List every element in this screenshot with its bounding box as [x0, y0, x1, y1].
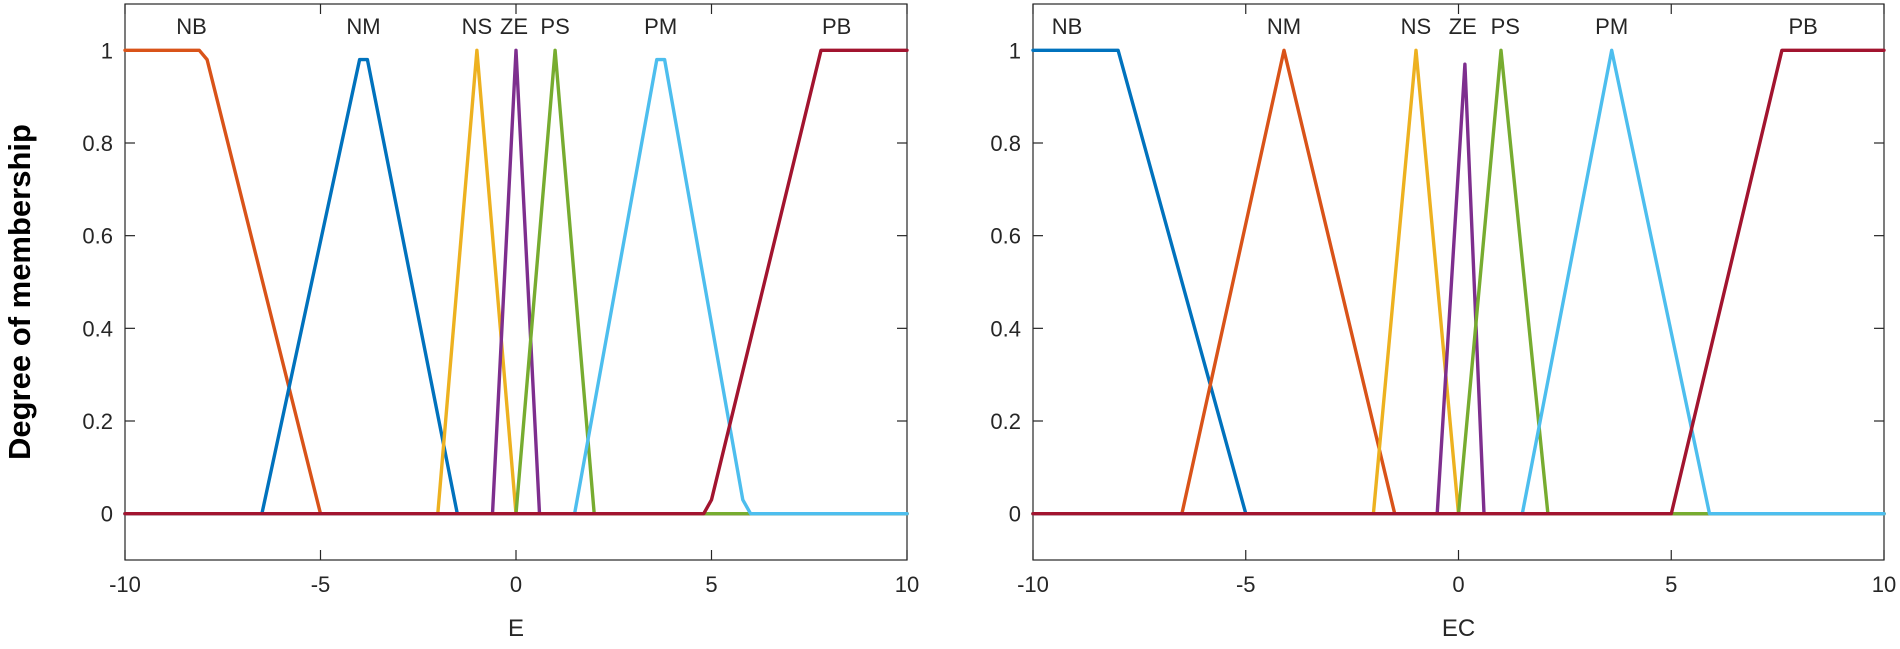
- x-tick-label: 5: [705, 572, 717, 597]
- y-tick-label: 1: [101, 38, 113, 63]
- series-label-ze: ZE: [1449, 14, 1477, 39]
- y-tick-label: 0.6: [990, 224, 1021, 249]
- series-label-nm: NM: [1267, 14, 1301, 39]
- series-label-pm: PM: [644, 14, 677, 39]
- y-tick-label: 0.6: [82, 224, 113, 249]
- x-tick-label: 5: [1665, 572, 1677, 597]
- series-label-ps: PS: [540, 14, 569, 39]
- panel-ec: -10 -5 0 5 10 0 0.2 0.4 0.6 0.8 1 EC NB NM NS ZE PS PM PB: [990, 3, 1896, 642]
- series-label-nb: NB: [1052, 14, 1083, 39]
- series-label-ps: PS: [1491, 14, 1520, 39]
- x-axis-label: E: [508, 615, 524, 642]
- y-tick-label: 0.2: [990, 409, 1021, 434]
- series-label-pm: PM: [1595, 14, 1628, 39]
- plot-area: [124, 3, 908, 561]
- y-axis-label: Degree of membership: [2, 124, 37, 460]
- x-tick-label: -5: [1236, 572, 1256, 597]
- x-tick-label: 0: [1452, 572, 1464, 597]
- panel-e: -10 -5 0 5 10 0 0.2 0.4 0.6 0.8 1 E NB NM NS ZE PS PM PB: [82, 3, 919, 642]
- y-tick-label: 0.8: [990, 131, 1021, 156]
- series-label-ze: ZE: [500, 14, 528, 39]
- y-tick-label: 0.2: [82, 409, 113, 434]
- y-tick-label: 0: [1009, 502, 1021, 527]
- x-axis-label: EC: [1442, 615, 1475, 642]
- series-label-pb: PB: [822, 14, 851, 39]
- series-label-nb: NB: [176, 14, 207, 39]
- y-tick-label: 0.4: [990, 316, 1021, 341]
- y-tick-label: 0: [101, 502, 113, 527]
- plot-area: [1032, 3, 1885, 561]
- x-tick-label: 10: [1872, 572, 1896, 597]
- y-tick-label: 0.4: [82, 316, 113, 341]
- series-line-pb: [1031, 48, 1886, 516]
- x-tick-label: -5: [311, 572, 331, 597]
- series-label-ns: NS: [462, 14, 493, 39]
- series-label-ns: NS: [1401, 14, 1432, 39]
- x-tick-label: -10: [109, 572, 141, 597]
- y-tick-label: 1: [1009, 38, 1021, 63]
- series-label-pb: PB: [1788, 14, 1817, 39]
- x-tick-label: 0: [510, 572, 522, 597]
- series-line-pb: [123, 48, 909, 516]
- x-tick-label: -10: [1017, 572, 1049, 597]
- x-tick-label: 10: [895, 572, 919, 597]
- y-tick-label: 0.8: [82, 131, 113, 156]
- series-label-nm: NM: [346, 14, 380, 39]
